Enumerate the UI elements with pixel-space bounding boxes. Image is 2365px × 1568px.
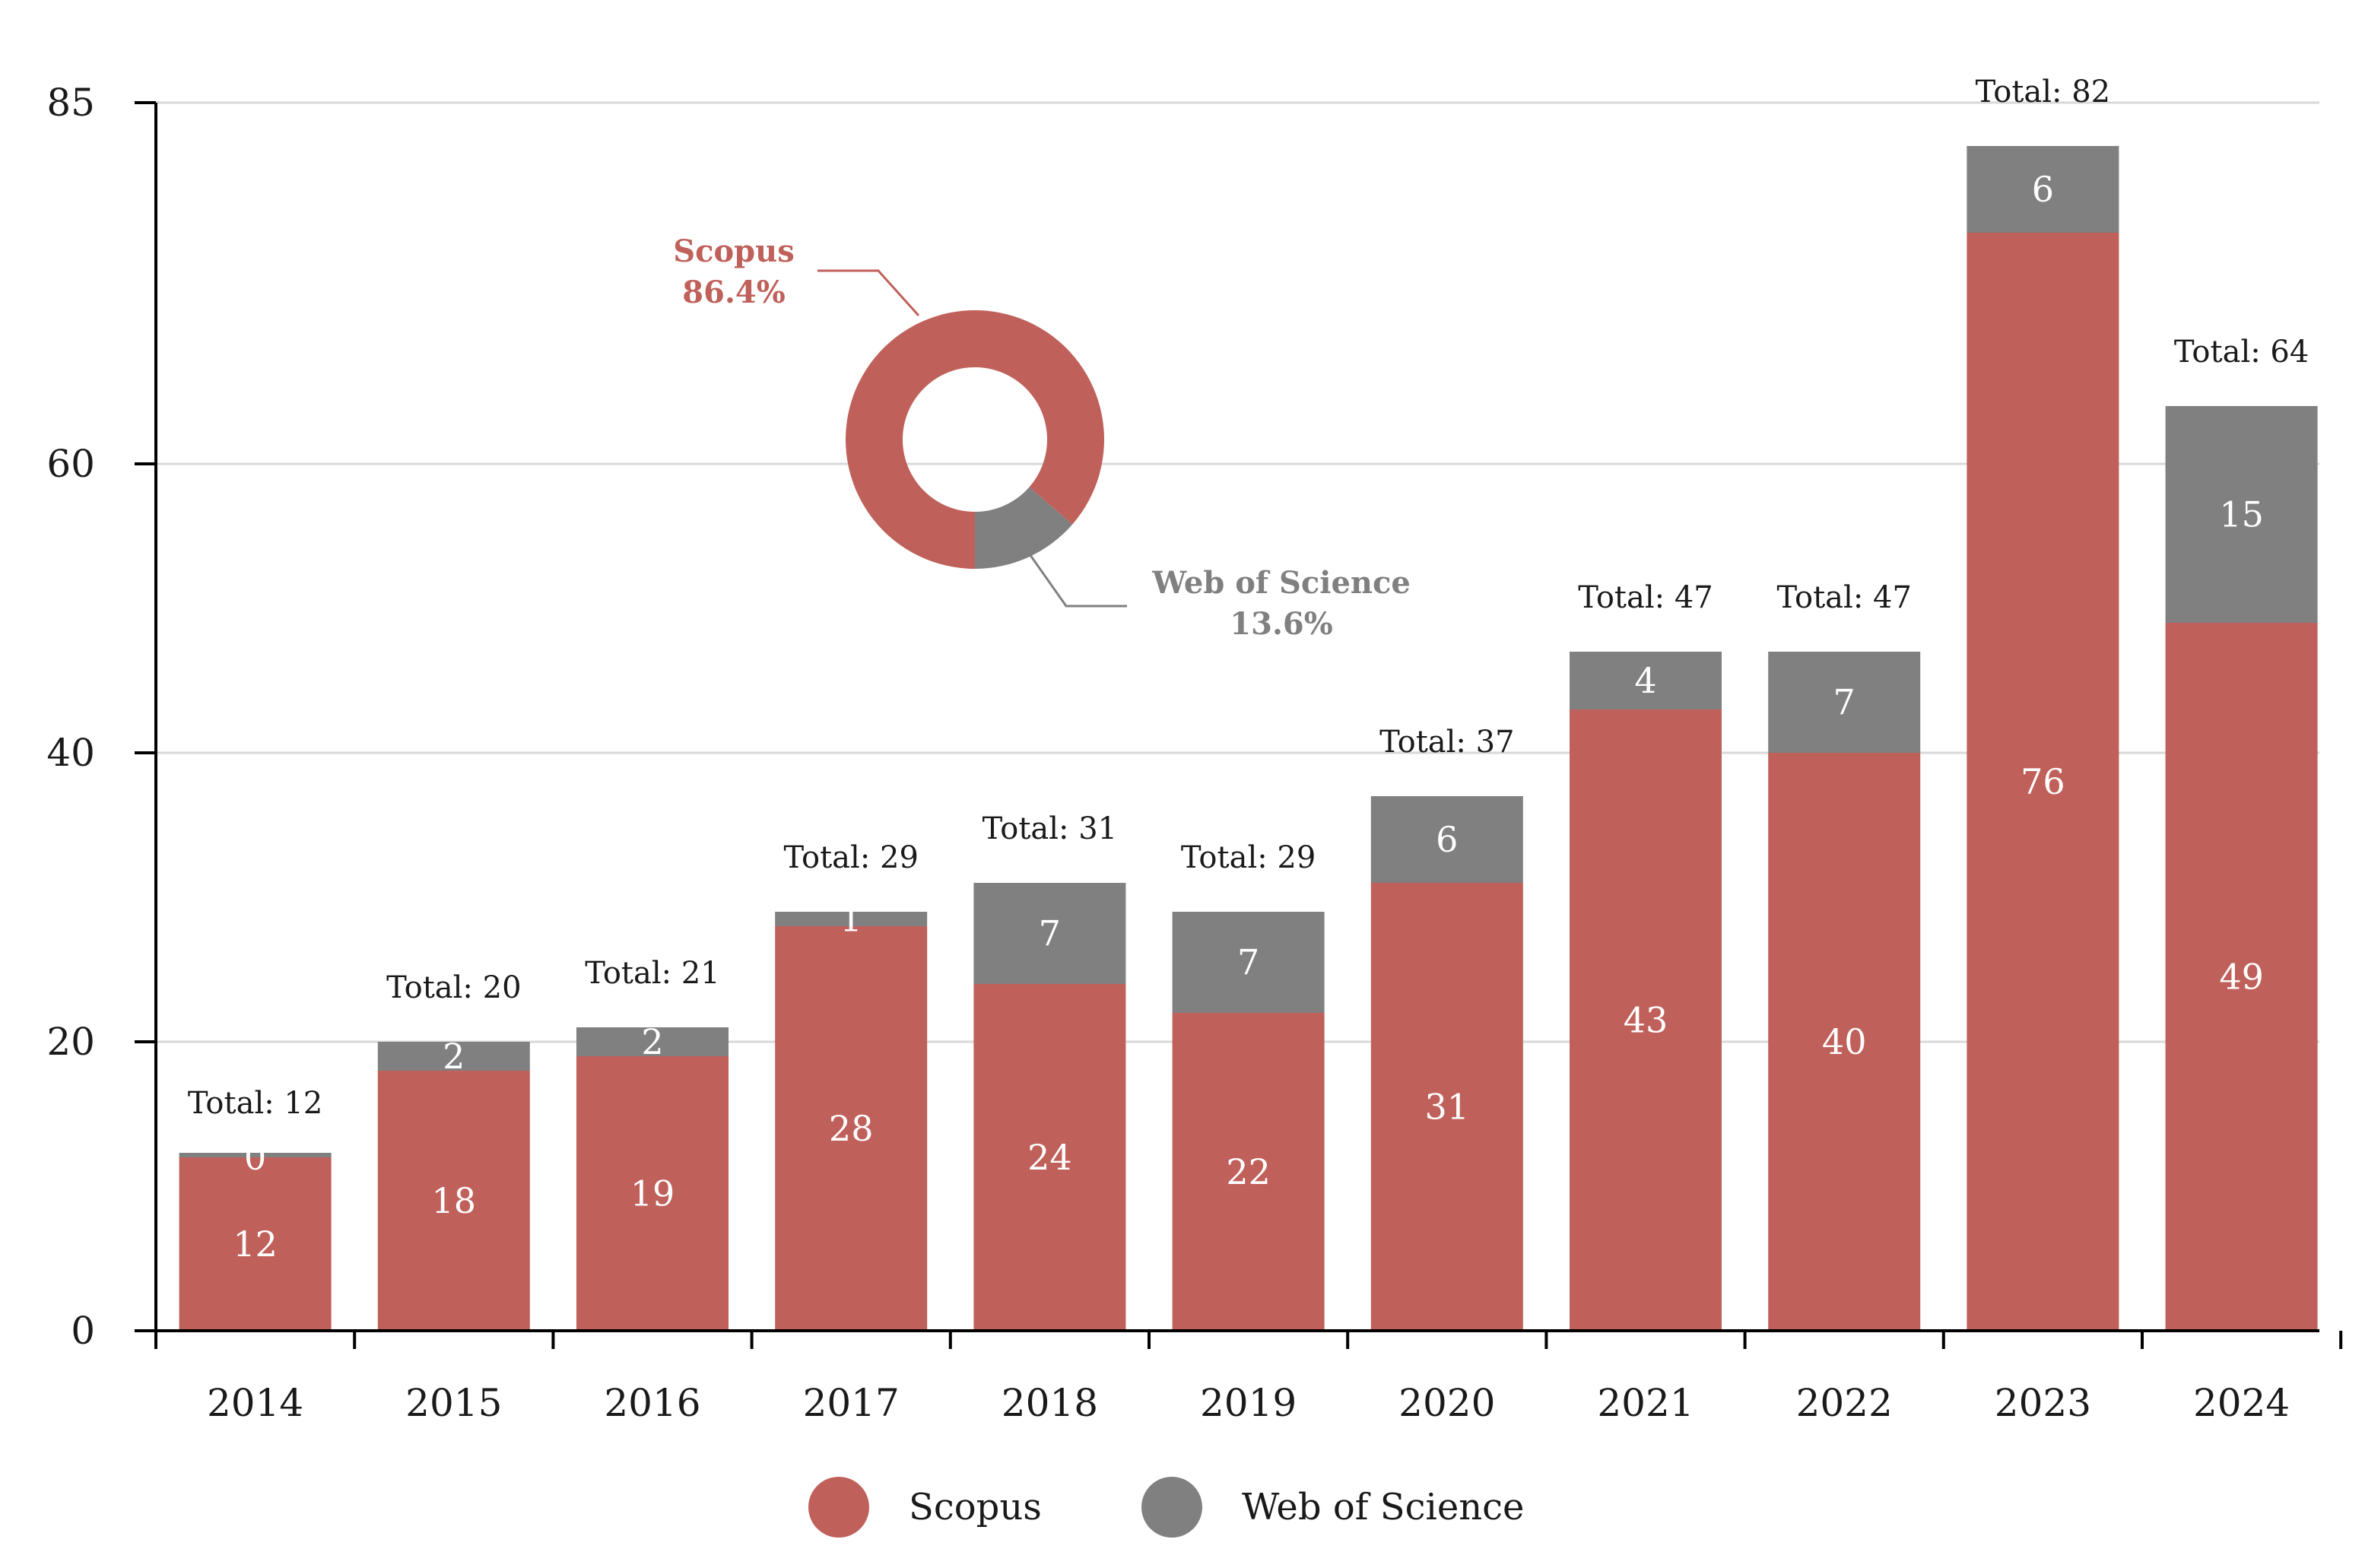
total-label: Total: 20 xyxy=(386,970,521,1005)
value-label: 2 xyxy=(641,1021,663,1062)
value-label: 22 xyxy=(1226,1151,1271,1192)
bar-scopus-2024 xyxy=(2165,623,2318,1331)
bar-web-of-science-2019 xyxy=(1172,912,1325,1013)
donut-inset: Scopus 86.4% Web of Science 13.6% xyxy=(673,233,1411,642)
donut-percent-web-of-science: 13.6% xyxy=(1230,606,1332,642)
value-label: 7 xyxy=(1039,913,1061,954)
total-label: Total: 37 xyxy=(1379,725,1514,760)
value-label: 4 xyxy=(1634,660,1656,701)
total-label: Total: 29 xyxy=(1181,840,1316,875)
legend-swatch-web-of-science xyxy=(1141,1477,1202,1538)
bar-web-of-science-2024 xyxy=(2165,406,2318,623)
y-tick-label: 0 xyxy=(71,1309,95,1353)
legend: Scopus Web of Science xyxy=(808,1477,1524,1538)
value-label: 76 xyxy=(2021,761,2065,802)
x-tick-label: 2019 xyxy=(1200,1381,1297,1425)
bar-web-of-science-2020 xyxy=(1370,796,1523,883)
leader-line-web-of-science xyxy=(1027,551,1127,608)
value-label: 24 xyxy=(1027,1137,1072,1178)
value-label: 12 xyxy=(233,1224,278,1265)
bar-scopus-2022 xyxy=(1768,753,1921,1331)
bar-web-of-science-2021 xyxy=(1570,652,1722,709)
y-tick-label: 60 xyxy=(46,442,95,486)
total-label: Total: 29 xyxy=(783,840,918,875)
y-tick-label: 85 xyxy=(46,81,95,125)
value-label: 7 xyxy=(1237,942,1259,983)
donut-slice-web-of-science xyxy=(975,487,1073,569)
value-label: 40 xyxy=(1822,1021,1867,1062)
value-label: 49 xyxy=(2219,957,2264,998)
bar-scopus-2017 xyxy=(775,926,928,1331)
legend-swatch-scopus xyxy=(808,1477,869,1538)
x-tick-label: 2017 xyxy=(803,1381,900,1425)
total-label: Total: 47 xyxy=(1578,580,1713,615)
bar-scopus-2015 xyxy=(377,1071,530,1331)
value-label: 6 xyxy=(2032,169,2054,210)
bar-scopus-2014 xyxy=(179,1157,332,1331)
total-label: Total: 12 xyxy=(188,1086,322,1121)
value-label: 1 xyxy=(840,899,862,940)
value-label: 7 xyxy=(1833,682,1855,723)
value-label: 31 xyxy=(1425,1087,1470,1128)
donut-percent-scopus: 86.4% xyxy=(682,275,785,310)
x-tick-label: 2022 xyxy=(1796,1381,1893,1425)
bar-scopus-2016 xyxy=(576,1056,729,1331)
bar-web-of-science-2015 xyxy=(377,1042,530,1071)
x-tick-label: 2024 xyxy=(2193,1381,2290,1425)
bar-scopus-2021 xyxy=(1570,709,1722,1331)
bar-web-of-science-2017 xyxy=(775,912,928,926)
bar-web-of-science-2022 xyxy=(1768,652,1921,753)
total-label: Total: 47 xyxy=(1776,580,1911,615)
bar-web-of-science-2016 xyxy=(576,1027,729,1056)
bar-web-of-science-2023 xyxy=(1967,146,2119,233)
bar-scopus-2019 xyxy=(1172,1013,1325,1331)
legend-label-scopus: Scopus xyxy=(909,1486,1042,1528)
x-tick-label: 2023 xyxy=(1995,1381,2091,1425)
bar-web-of-science-2018 xyxy=(973,883,1126,984)
legend-label-web-of-science: Web of Science xyxy=(1242,1486,1524,1528)
bar-scopus-2023 xyxy=(1967,233,2119,1331)
x-tick-label: 2015 xyxy=(405,1381,502,1425)
x-tick-label: 2021 xyxy=(1597,1381,1694,1425)
value-label: 19 xyxy=(630,1173,675,1214)
bars: 12 0 Total: 12 18 2 Total: 20 19 2 Total: 21 28 1 T… xyxy=(179,75,2318,1331)
bar-scopus-2020 xyxy=(1370,883,1523,1331)
total-label: Total: 21 xyxy=(585,956,719,991)
x-tick-label: 2016 xyxy=(604,1381,700,1425)
leader-line-scopus xyxy=(817,269,920,317)
value-label: 43 xyxy=(1624,1000,1668,1041)
value-label: 15 xyxy=(2219,494,2264,535)
value-label: 0 xyxy=(244,1137,266,1178)
bar-web-of-science-2014 xyxy=(179,1153,332,1157)
y-tick-label: 40 xyxy=(46,731,95,775)
value-label: 18 xyxy=(432,1180,477,1221)
bar-scopus-2018 xyxy=(973,984,1126,1331)
value-label: 6 xyxy=(1436,819,1458,860)
x-tick-label: 2014 xyxy=(207,1381,303,1425)
donut-slice-scopus xyxy=(846,310,1105,569)
value-label: 2 xyxy=(443,1036,465,1077)
x-tick-label: 2020 xyxy=(1398,1381,1495,1425)
donut-label-web-of-science: Web of Science xyxy=(1151,565,1411,601)
total-label: Total: 64 xyxy=(2174,335,2309,370)
value-label: 28 xyxy=(829,1108,874,1149)
total-label: Total: 82 xyxy=(1976,75,2110,110)
donut-label-scopus: Scopus xyxy=(673,233,795,269)
y-tick-label: 20 xyxy=(46,1020,95,1064)
total-label: Total: 31 xyxy=(983,811,1117,846)
x-tick-label: 2018 xyxy=(1002,1381,1098,1425)
